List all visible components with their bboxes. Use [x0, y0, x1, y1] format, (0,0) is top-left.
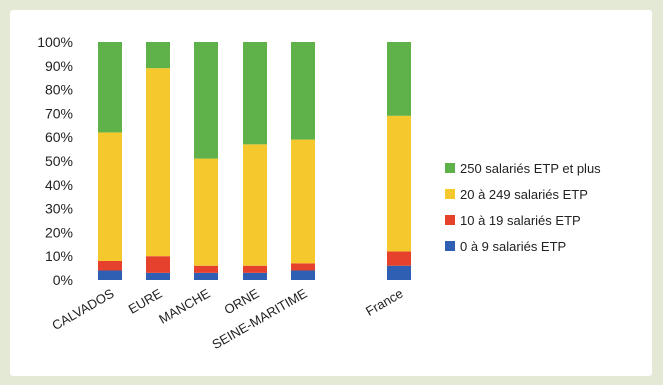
bar-segment — [387, 265, 411, 280]
bar-segment — [98, 42, 122, 133]
x-category-label: CALVADOS — [49, 285, 116, 333]
bar-segment — [146, 272, 170, 280]
y-tick-label: 60% — [45, 129, 73, 145]
y-tick-label: 90% — [45, 58, 73, 74]
y-tick-label: 0% — [53, 272, 73, 288]
bar-segment — [243, 265, 267, 273]
bar-segment — [146, 68, 170, 257]
chart-panel: 0% 10% 20% 30% 40% 50% 60% 70% 80% 90% 100% CALVADO… — [10, 10, 652, 376]
bar-segment — [291, 263, 315, 271]
bar-segment — [291, 139, 315, 264]
bar-segment — [194, 265, 218, 273]
bar-segment — [194, 158, 218, 266]
bar-segment — [194, 272, 218, 280]
bar-segment — [387, 115, 411, 252]
y-tick-label: 50% — [45, 153, 73, 169]
stacked-bar-chart: 0% 10% 20% 30% 40% 50% 60% 70% 80% 90% 100% CALVADO… — [37, 34, 601, 352]
bar-segment — [291, 42, 315, 140]
legend-swatch — [445, 215, 455, 225]
bar-segment — [98, 260, 122, 271]
bar-segment — [146, 42, 170, 69]
y-tick-label: 20% — [45, 224, 73, 240]
y-tick-label: 30% — [45, 201, 73, 217]
x-category-label: France — [363, 286, 406, 319]
bar-segment — [194, 42, 218, 159]
legend-swatch — [445, 189, 455, 199]
y-tick-label: 80% — [45, 82, 73, 98]
x-category-label: MANCHE — [156, 285, 213, 326]
y-tick-label: 100% — [37, 34, 73, 50]
bar-segment — [243, 144, 267, 266]
legend-swatch — [445, 241, 455, 251]
legend-label: 10 à 19 salariés ETP — [460, 213, 581, 228]
y-tick-label: 40% — [45, 177, 73, 193]
y-tick-label: 70% — [45, 105, 73, 121]
bar-segment — [387, 251, 411, 266]
bar-segment — [243, 272, 267, 280]
bar-segment — [243, 42, 267, 145]
bar-segment — [146, 256, 170, 273]
bar-segment — [387, 42, 411, 116]
bar-segment — [98, 270, 122, 280]
bar-segment — [291, 270, 315, 280]
y-tick-label: 10% — [45, 248, 73, 264]
legend-swatch — [445, 163, 455, 173]
legend-label: 20 à 249 salariés ETP — [460, 187, 588, 202]
legend-label: 0 à 9 salariés ETP — [460, 239, 566, 254]
legend-label: 250 salariés ETP et plus — [460, 161, 601, 176]
bar-segment — [98, 132, 122, 261]
